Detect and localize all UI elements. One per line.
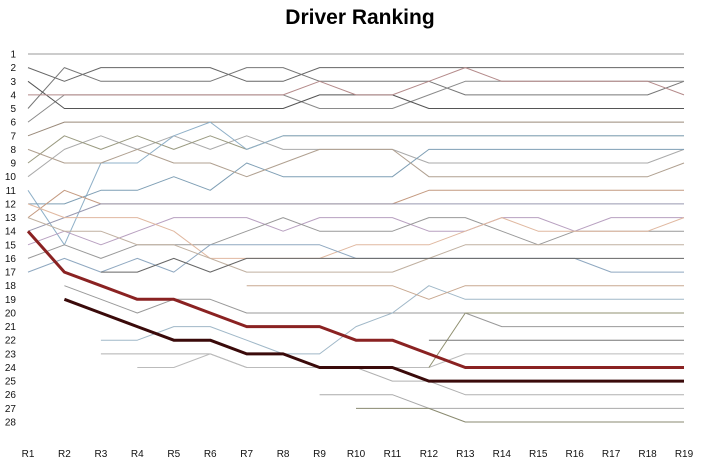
series-line <box>27 121 684 246</box>
series-line <box>319 394 684 409</box>
series-line <box>100 257 684 273</box>
y-tick-label: 1 <box>10 50 16 61</box>
y-tick-label: 20 <box>5 308 17 319</box>
y-tick-label: 19 <box>5 295 17 306</box>
series-line <box>26 230 684 369</box>
x-tick-label: R12 <box>420 449 439 460</box>
y-tick-label: 9 <box>10 159 16 170</box>
y-tick-label: 22 <box>5 336 17 347</box>
x-tick-label: R17 <box>602 449 621 460</box>
series-line <box>246 285 684 300</box>
x-tick-label: R7 <box>240 449 253 460</box>
x-tick-label: R6 <box>204 449 217 460</box>
y-tick-label: 23 <box>5 349 17 360</box>
y-tick-label: 13 <box>5 213 17 224</box>
series-line <box>137 353 684 368</box>
y-tick-label: 4 <box>10 90 16 101</box>
y-tick-label: 28 <box>5 418 17 429</box>
x-tick-label: R11 <box>384 449 402 460</box>
y-tick-label: 25 <box>5 377 17 388</box>
y-tick-label: 27 <box>5 404 17 415</box>
x-tick-label: R1 <box>22 449 35 460</box>
series-line <box>27 67 684 82</box>
series-line <box>27 80 684 123</box>
series-line <box>27 217 684 259</box>
y-tick-label: 8 <box>10 145 16 156</box>
series-line <box>63 297 684 383</box>
y-tick-label: 11 <box>6 186 17 197</box>
series-line <box>27 135 685 178</box>
y-tick-label: 16 <box>5 254 17 265</box>
x-tick-label: R14 <box>493 449 512 460</box>
x-tick-label: R5 <box>167 449 180 460</box>
x-tick-label: R19 <box>675 449 694 460</box>
y-tick-label: 17 <box>5 268 17 279</box>
x-tick-label: R9 <box>313 449 326 460</box>
x-tick-label: R15 <box>529 449 548 460</box>
x-tick-label: R8 <box>277 449 290 460</box>
y-tick-label: 6 <box>10 118 16 129</box>
series-line <box>64 285 684 328</box>
series-line <box>100 285 684 355</box>
x-tick-label: R10 <box>347 449 366 460</box>
series-line <box>356 407 684 423</box>
series-line <box>28 67 685 96</box>
series-line <box>27 217 684 273</box>
series-line <box>27 203 684 232</box>
x-tick-label: R13 <box>456 449 475 460</box>
x-tick-label: R4 <box>131 449 144 460</box>
y-tick-label: 12 <box>5 199 17 210</box>
x-tick-label: R18 <box>638 449 657 460</box>
y-tick-label: 7 <box>10 131 16 142</box>
x-tick-label: R2 <box>58 449 71 460</box>
x-tick-label: R16 <box>565 449 584 460</box>
y-tick-label: 10 <box>5 172 17 183</box>
y-tick-label: 26 <box>5 390 17 401</box>
series-line <box>428 312 684 368</box>
series-line <box>27 203 685 259</box>
series-line <box>27 121 684 137</box>
series-line <box>27 67 685 109</box>
y-tick-label: 21 <box>5 322 17 333</box>
y-tick-label: 24 <box>5 363 17 374</box>
y-tick-label: 3 <box>10 77 16 88</box>
series-line <box>27 148 685 178</box>
series-line <box>100 353 684 396</box>
chart-title: Driver Ranking <box>285 6 435 29</box>
series-line <box>28 148 684 205</box>
x-tick-label: R3 <box>94 449 107 460</box>
y-tick-label: 14 <box>5 227 17 238</box>
y-tick-label: 5 <box>10 104 16 115</box>
y-tick-label: 15 <box>5 240 17 251</box>
y-tick-label: 2 <box>10 63 16 74</box>
y-tick-label: 18 <box>5 281 17 292</box>
